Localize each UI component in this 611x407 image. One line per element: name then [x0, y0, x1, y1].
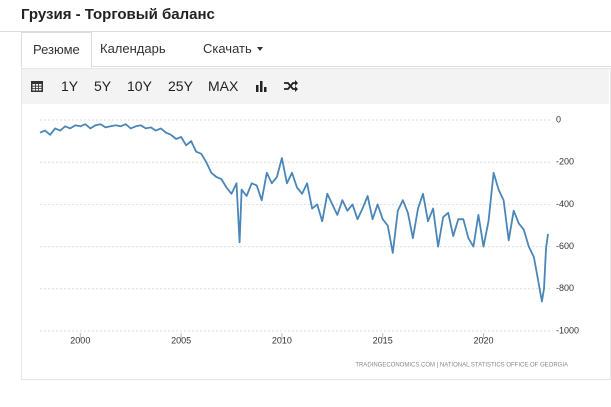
source: TRADINGECONOMICS.COM | NATIONAL STATISTI… [355, 363, 568, 369]
y-tick-label: -800 [556, 283, 574, 293]
y-tick-label: 0 [556, 114, 561, 124]
y-tick-label: -1000 [556, 325, 579, 335]
x-tick-label: 2010 [272, 335, 292, 345]
line [39, 123, 549, 303]
bar-icon[interactable] [255, 80, 267, 92]
range-button[interactable]: 10Y [127, 78, 152, 94]
calendar-icon[interactable] [31, 80, 43, 92]
range-button[interactable]: MAX [208, 78, 239, 94]
caret [257, 47, 263, 51]
tabs: Резюме Календарь Скачать [21, 32, 611, 68]
y-tick-label: -600 [556, 241, 574, 251]
shuffle-icon[interactable] [284, 80, 298, 92]
tab[interactable]: Календарь [100, 41, 166, 56]
range-button[interactable]: 5Y [94, 78, 112, 94]
range-button[interactable]: 25Y [168, 78, 193, 94]
page-title: Грузия - Торговый баланс [21, 6, 215, 23]
x-tick-label: 2005 [171, 335, 191, 345]
x-tick-label: 2015 [373, 335, 393, 345]
y-tick-label: -400 [556, 199, 574, 209]
divider [0, 31, 611, 32]
tab[interactable]: Скачать [203, 41, 252, 56]
tab[interactable]: Резюме [21, 32, 92, 68]
x-tick-label: 2000 [70, 335, 90, 345]
range-button[interactable]: 1Y [61, 78, 79, 94]
x-tick-label: 2020 [473, 335, 493, 345]
y-tick-label: -200 [556, 157, 574, 167]
toolbar: 1Y 5Y 10Y 25Y MAX [22, 69, 609, 104]
